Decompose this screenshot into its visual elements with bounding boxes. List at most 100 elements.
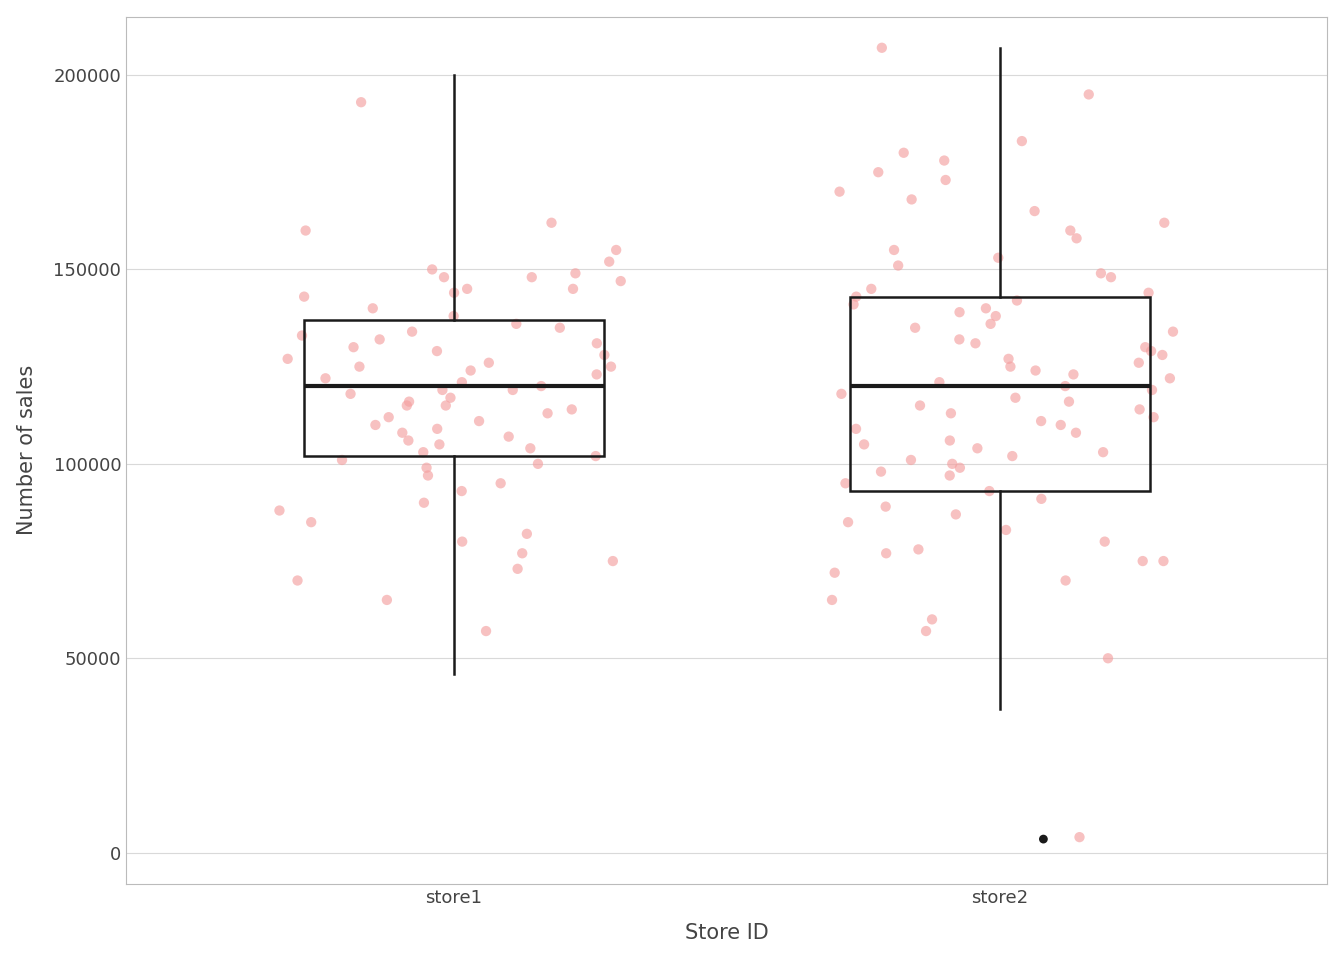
Point <box>521 270 543 285</box>
Point <box>491 475 512 491</box>
Point <box>1128 355 1149 371</box>
Point <box>1078 86 1099 102</box>
Point <box>1011 133 1032 149</box>
Point <box>536 406 558 421</box>
Point <box>507 562 528 577</box>
Point <box>415 460 437 475</box>
Point <box>867 164 888 180</box>
Point <box>586 336 607 351</box>
Point <box>376 592 398 608</box>
Point <box>996 522 1017 538</box>
Point <box>444 285 465 300</box>
Point <box>431 382 453 397</box>
Point <box>1031 492 1052 507</box>
Point <box>1032 831 1054 847</box>
Bar <box>849 297 1150 492</box>
Point <box>364 418 386 433</box>
Point <box>531 378 552 394</box>
Point <box>444 308 465 324</box>
Point <box>821 592 843 608</box>
Point <box>892 145 914 160</box>
Point <box>605 242 626 257</box>
Point <box>478 355 500 371</box>
Point <box>362 300 383 316</box>
Point <box>527 456 548 471</box>
Point <box>396 397 418 413</box>
Point <box>598 254 620 270</box>
Point <box>845 421 867 437</box>
Point <box>1141 382 1163 397</box>
Point <box>829 184 851 200</box>
Point <box>452 484 473 499</box>
Point <box>1132 553 1153 568</box>
Point <box>1059 223 1081 238</box>
Point <box>1134 340 1156 355</box>
X-axis label: Store ID: Store ID <box>685 924 769 944</box>
Point <box>942 456 964 471</box>
Point <box>1001 448 1023 464</box>
Point <box>398 394 419 409</box>
Point <box>452 534 473 549</box>
Point <box>1138 285 1160 300</box>
Point <box>497 429 519 444</box>
Point <box>1066 230 1087 246</box>
Point <box>314 371 336 386</box>
Point <box>413 444 434 460</box>
Point <box>939 468 961 483</box>
Point <box>949 460 970 475</box>
Point <box>900 452 922 468</box>
Point <box>293 289 314 304</box>
Point <box>301 515 323 530</box>
Point <box>540 215 562 230</box>
Point <box>934 153 956 168</box>
Point <box>1005 390 1027 405</box>
Point <box>1163 324 1184 339</box>
Point <box>921 612 942 627</box>
Point <box>1066 425 1087 441</box>
Point <box>1159 371 1180 386</box>
Y-axis label: Number of sales: Number of sales <box>16 365 36 536</box>
Point <box>340 386 362 401</box>
Point <box>871 40 892 56</box>
Point <box>503 382 524 397</box>
Point <box>978 484 1000 499</box>
Point <box>368 332 390 348</box>
Point <box>860 281 882 297</box>
Point <box>1097 651 1118 666</box>
Point <box>292 328 313 344</box>
Point <box>997 351 1019 367</box>
Bar <box>304 320 603 456</box>
Point <box>550 320 571 335</box>
Point <box>965 336 986 351</box>
Point <box>331 452 352 468</box>
Point <box>1031 414 1052 429</box>
Point <box>945 507 966 522</box>
Point <box>966 441 988 456</box>
Point <box>468 414 489 429</box>
Point <box>1090 266 1111 281</box>
Point <box>594 348 616 363</box>
Point <box>1063 367 1085 382</box>
Point <box>1101 270 1122 285</box>
Point <box>988 250 1009 265</box>
Point <box>1152 348 1173 363</box>
Point <box>915 623 937 638</box>
Point <box>402 324 423 339</box>
Point <box>1007 293 1028 308</box>
Point <box>1055 573 1077 588</box>
Point <box>1129 401 1150 417</box>
Point <box>905 320 926 335</box>
Point <box>1068 829 1090 845</box>
Point <box>1024 204 1046 219</box>
Point <box>452 374 473 390</box>
Point <box>845 289 867 304</box>
Point <box>602 553 624 568</box>
Point <box>433 270 454 285</box>
Point <box>883 242 905 257</box>
Point <box>929 374 950 390</box>
Point <box>601 359 622 374</box>
Point <box>837 515 859 530</box>
Point <box>277 351 298 367</box>
Point <box>564 266 586 281</box>
Point <box>871 464 892 479</box>
